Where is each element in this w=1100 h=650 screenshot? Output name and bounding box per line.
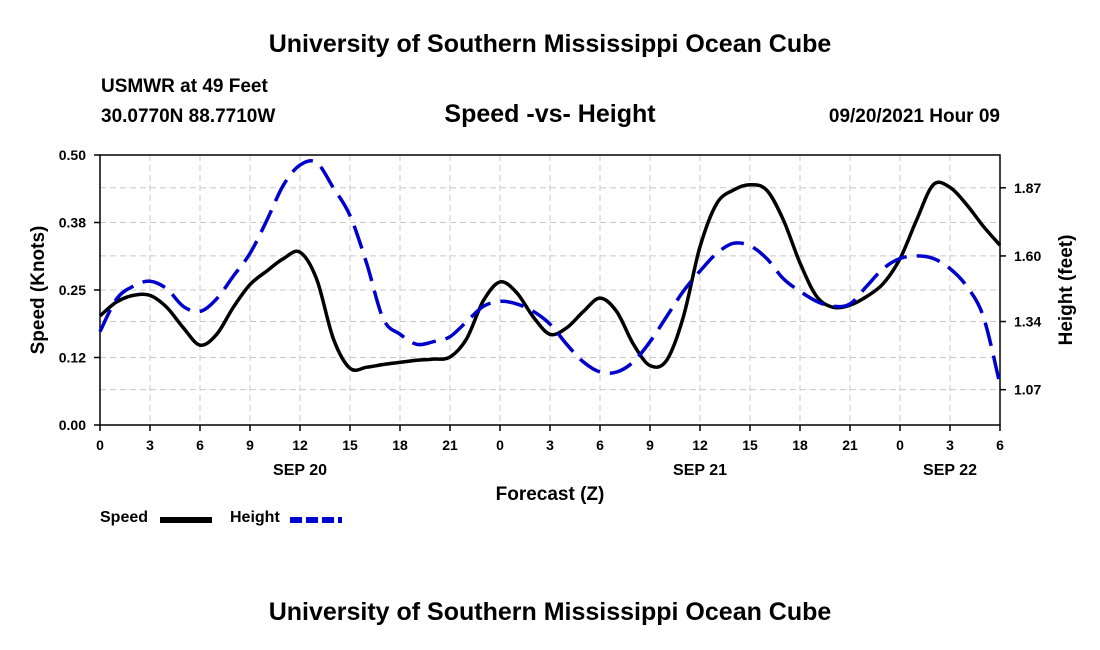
x-axis-label: Forecast (Z)	[496, 484, 605, 505]
x-tick-label: 0	[896, 437, 904, 453]
x-tick-label: 0	[496, 437, 504, 453]
y-tick-label: 0.00	[59, 417, 86, 433]
y2-tick-label: 1.34	[1014, 314, 1041, 330]
x-tick-label: 12	[292, 437, 308, 453]
x-tick-label: 12	[692, 437, 708, 453]
header-title: University of Southern Mississippi Ocean…	[268, 30, 832, 58]
x-tick-label: 15	[742, 437, 758, 453]
date-label: SEP 20	[273, 462, 327, 479]
series-line-height	[98, 158, 1002, 386]
date-label: SEP 22	[923, 462, 977, 479]
y2-axis-label: Height (feet)	[1056, 235, 1077, 346]
y-tick-label: 0.12	[59, 350, 86, 366]
legend-speed-label: Speed	[100, 509, 149, 526]
y2-tick-label: 1.60	[1014, 248, 1041, 264]
x-tick-label: 21	[442, 437, 458, 453]
x-tick-label: 0	[96, 437, 104, 453]
x-tick-label: 3	[546, 437, 554, 453]
y-tick-label: 0.38	[59, 215, 86, 231]
x-tick-label: 21	[842, 437, 858, 453]
x-tick-label: 18	[792, 437, 808, 453]
x-tick-label: 18	[392, 437, 408, 453]
y-tick-label: 0.50	[59, 147, 86, 163]
x-tick-label: 3	[946, 437, 954, 453]
station-coordinates: 30.0770N 88.7710W	[101, 106, 276, 127]
x-tick-label: 9	[246, 437, 254, 453]
x-tick-label: 6	[996, 437, 1004, 453]
station-name: USMWR at 49 Feet	[101, 76, 268, 97]
chart-title: Speed -vs- Height	[444, 100, 656, 128]
x-tick-label: 9	[646, 437, 654, 453]
footer-title: University of Southern Mississippi Ocean…	[268, 598, 832, 626]
x-tick-label: 6	[196, 437, 204, 453]
y-axis-label: Speed (Knots)	[28, 226, 49, 355]
plot-frame	[99, 154, 1001, 426]
forecast-datetime: 09/20/2021 Hour 09	[828, 106, 1000, 127]
y2-tick-label: 1.87	[1014, 180, 1041, 196]
x-tick-label: 15	[342, 437, 358, 453]
date-label: SEP 21	[673, 462, 727, 479]
legend-height-label: Height	[230, 509, 280, 526]
x-tick-label: 6	[596, 437, 604, 453]
y2-tick-label: 1.07	[1014, 382, 1041, 398]
y-tick-label: 0.25	[59, 282, 86, 298]
x-tick-label: 3	[146, 437, 154, 453]
